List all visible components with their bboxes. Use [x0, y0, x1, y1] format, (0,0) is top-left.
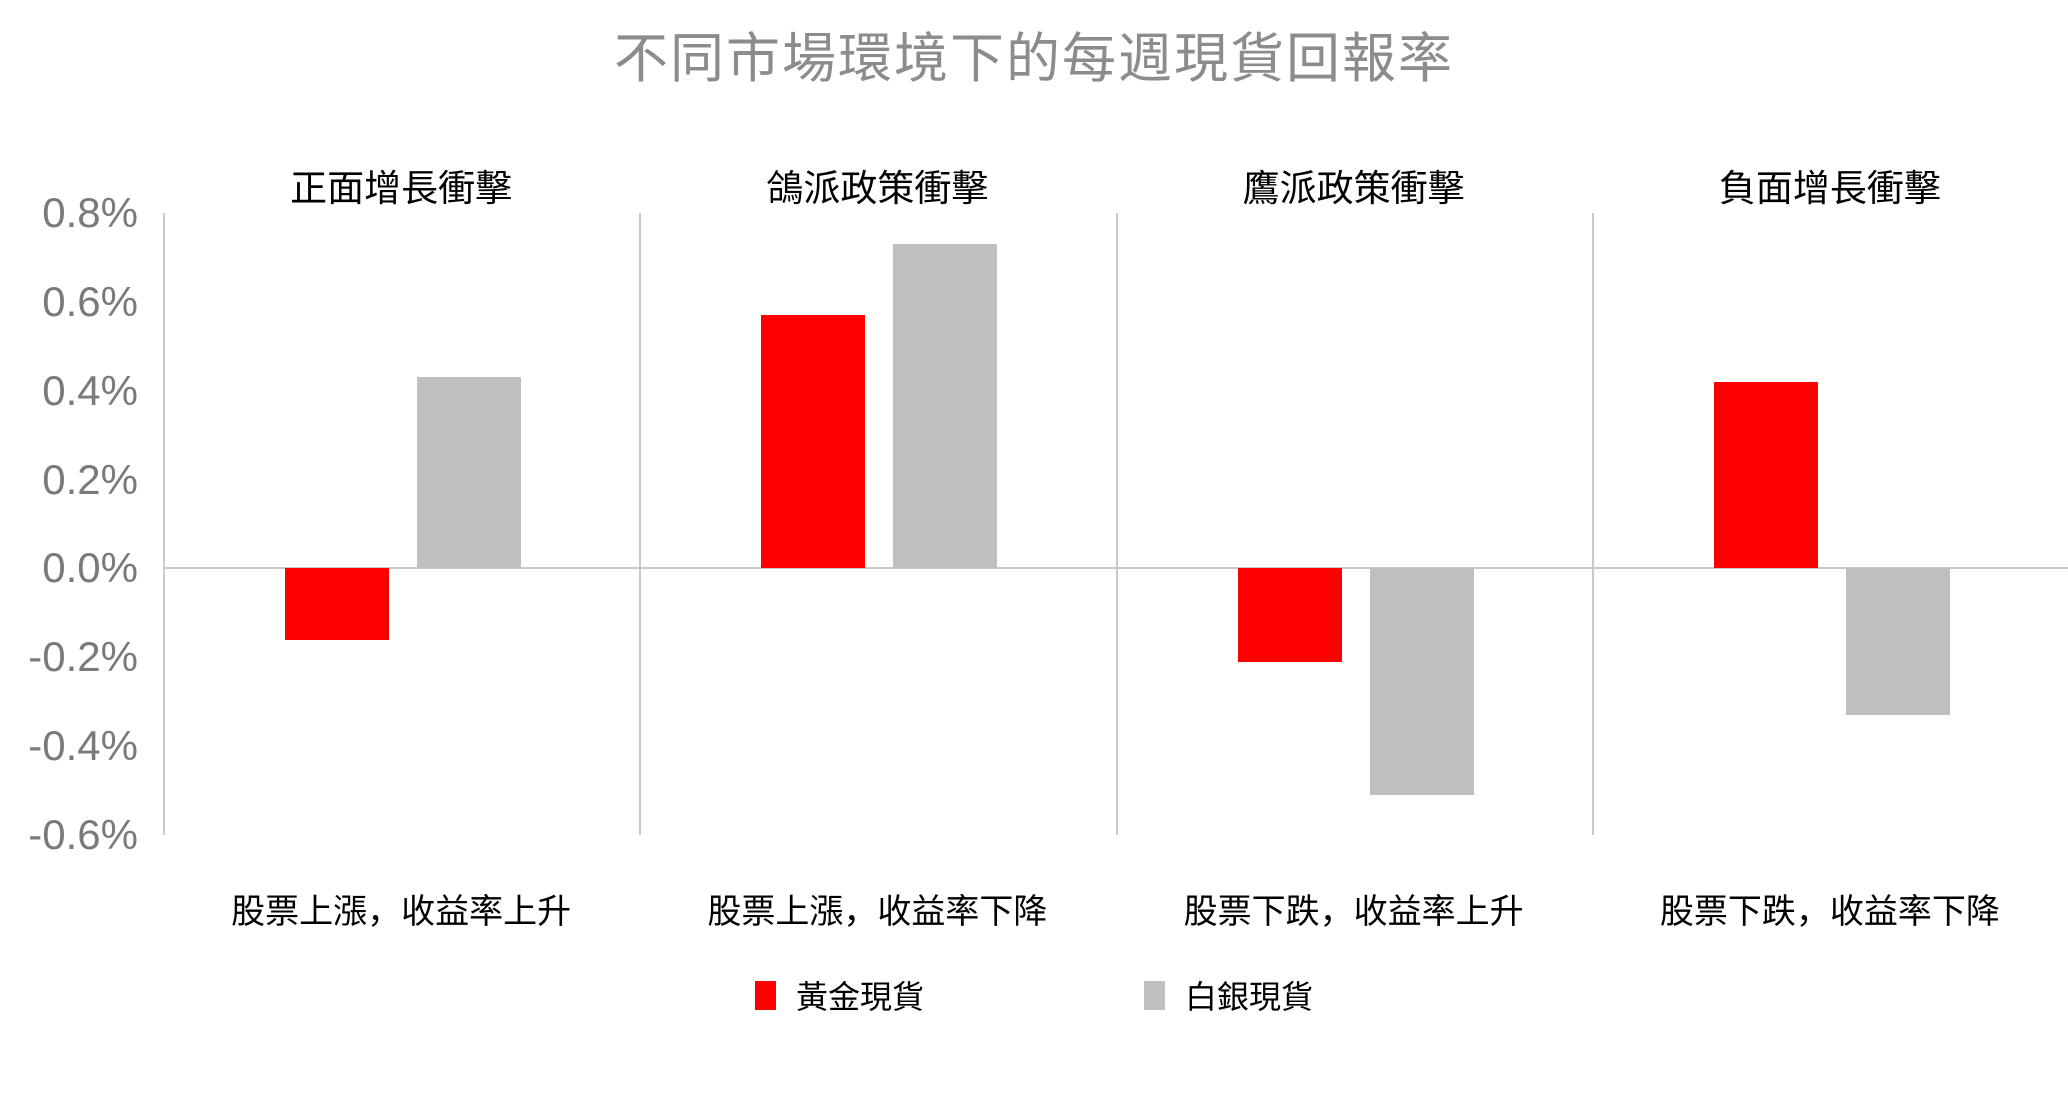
zero-axis-line	[1117, 567, 1592, 570]
panel-title: 鴿派政策衝擊	[766, 168, 989, 209]
panel-title: 鷹派政策衝擊	[1242, 168, 1465, 209]
bar-silver	[417, 377, 522, 569]
category-label: 股票下跌，收益率下降	[1659, 893, 2000, 931]
chart-title: 不同市場環境下的每週現貨回報率	[614, 29, 1454, 89]
bar-gold	[1713, 381, 1818, 569]
zero-axis-line	[165, 567, 640, 570]
panel-title: 正面增長衝擊	[290, 168, 513, 209]
legend-item: 白銀現貨	[1144, 972, 1313, 1018]
legend-swatch	[754, 980, 776, 1010]
panel-title: 負面增長衝擊	[1718, 168, 1941, 209]
y-tick-label: -0.4%	[28, 722, 138, 770]
panel-plot-area	[1591, 213, 2068, 835]
bar-silver	[893, 244, 998, 569]
panel-plot-area	[639, 213, 1116, 835]
bar-gold	[761, 315, 866, 569]
bar-gold	[1237, 568, 1342, 662]
legend-item: 黃金現貨	[754, 972, 924, 1018]
category-label: 股票上漲，收益率下降	[707, 893, 1048, 931]
legend-swatch	[1144, 980, 1165, 1010]
zero-axis-line	[1593, 567, 2068, 570]
panel-plot-area	[163, 213, 640, 835]
y-tick-label: 0.6%	[42, 277, 138, 325]
y-tick-label: 0.4%	[42, 366, 138, 414]
legend: 黃金現貨 白銀現貨	[0, 972, 2068, 1018]
y-tick-label: 0.8%	[42, 189, 138, 236]
y-tick-label: 0.0%	[42, 544, 138, 592]
panel-plot-area	[1115, 213, 1592, 835]
y-tick-label: 0.2%	[42, 455, 138, 503]
y-tick-label: -0.2%	[28, 633, 138, 681]
category-label: 股票上漲，收益率上升	[231, 893, 572, 931]
zero-axis-line	[641, 567, 1116, 570]
bar-gold	[285, 568, 390, 640]
legend-label: 黃金現貨	[795, 979, 924, 1015]
bar-silver	[1845, 568, 1950, 716]
bar-silver	[1369, 568, 1474, 795]
legend-label: 白銀現貨	[1185, 979, 1314, 1015]
y-tick-label: -0.6%	[28, 811, 138, 858]
category-label: 股票下跌，收益率上升	[1183, 893, 1524, 931]
